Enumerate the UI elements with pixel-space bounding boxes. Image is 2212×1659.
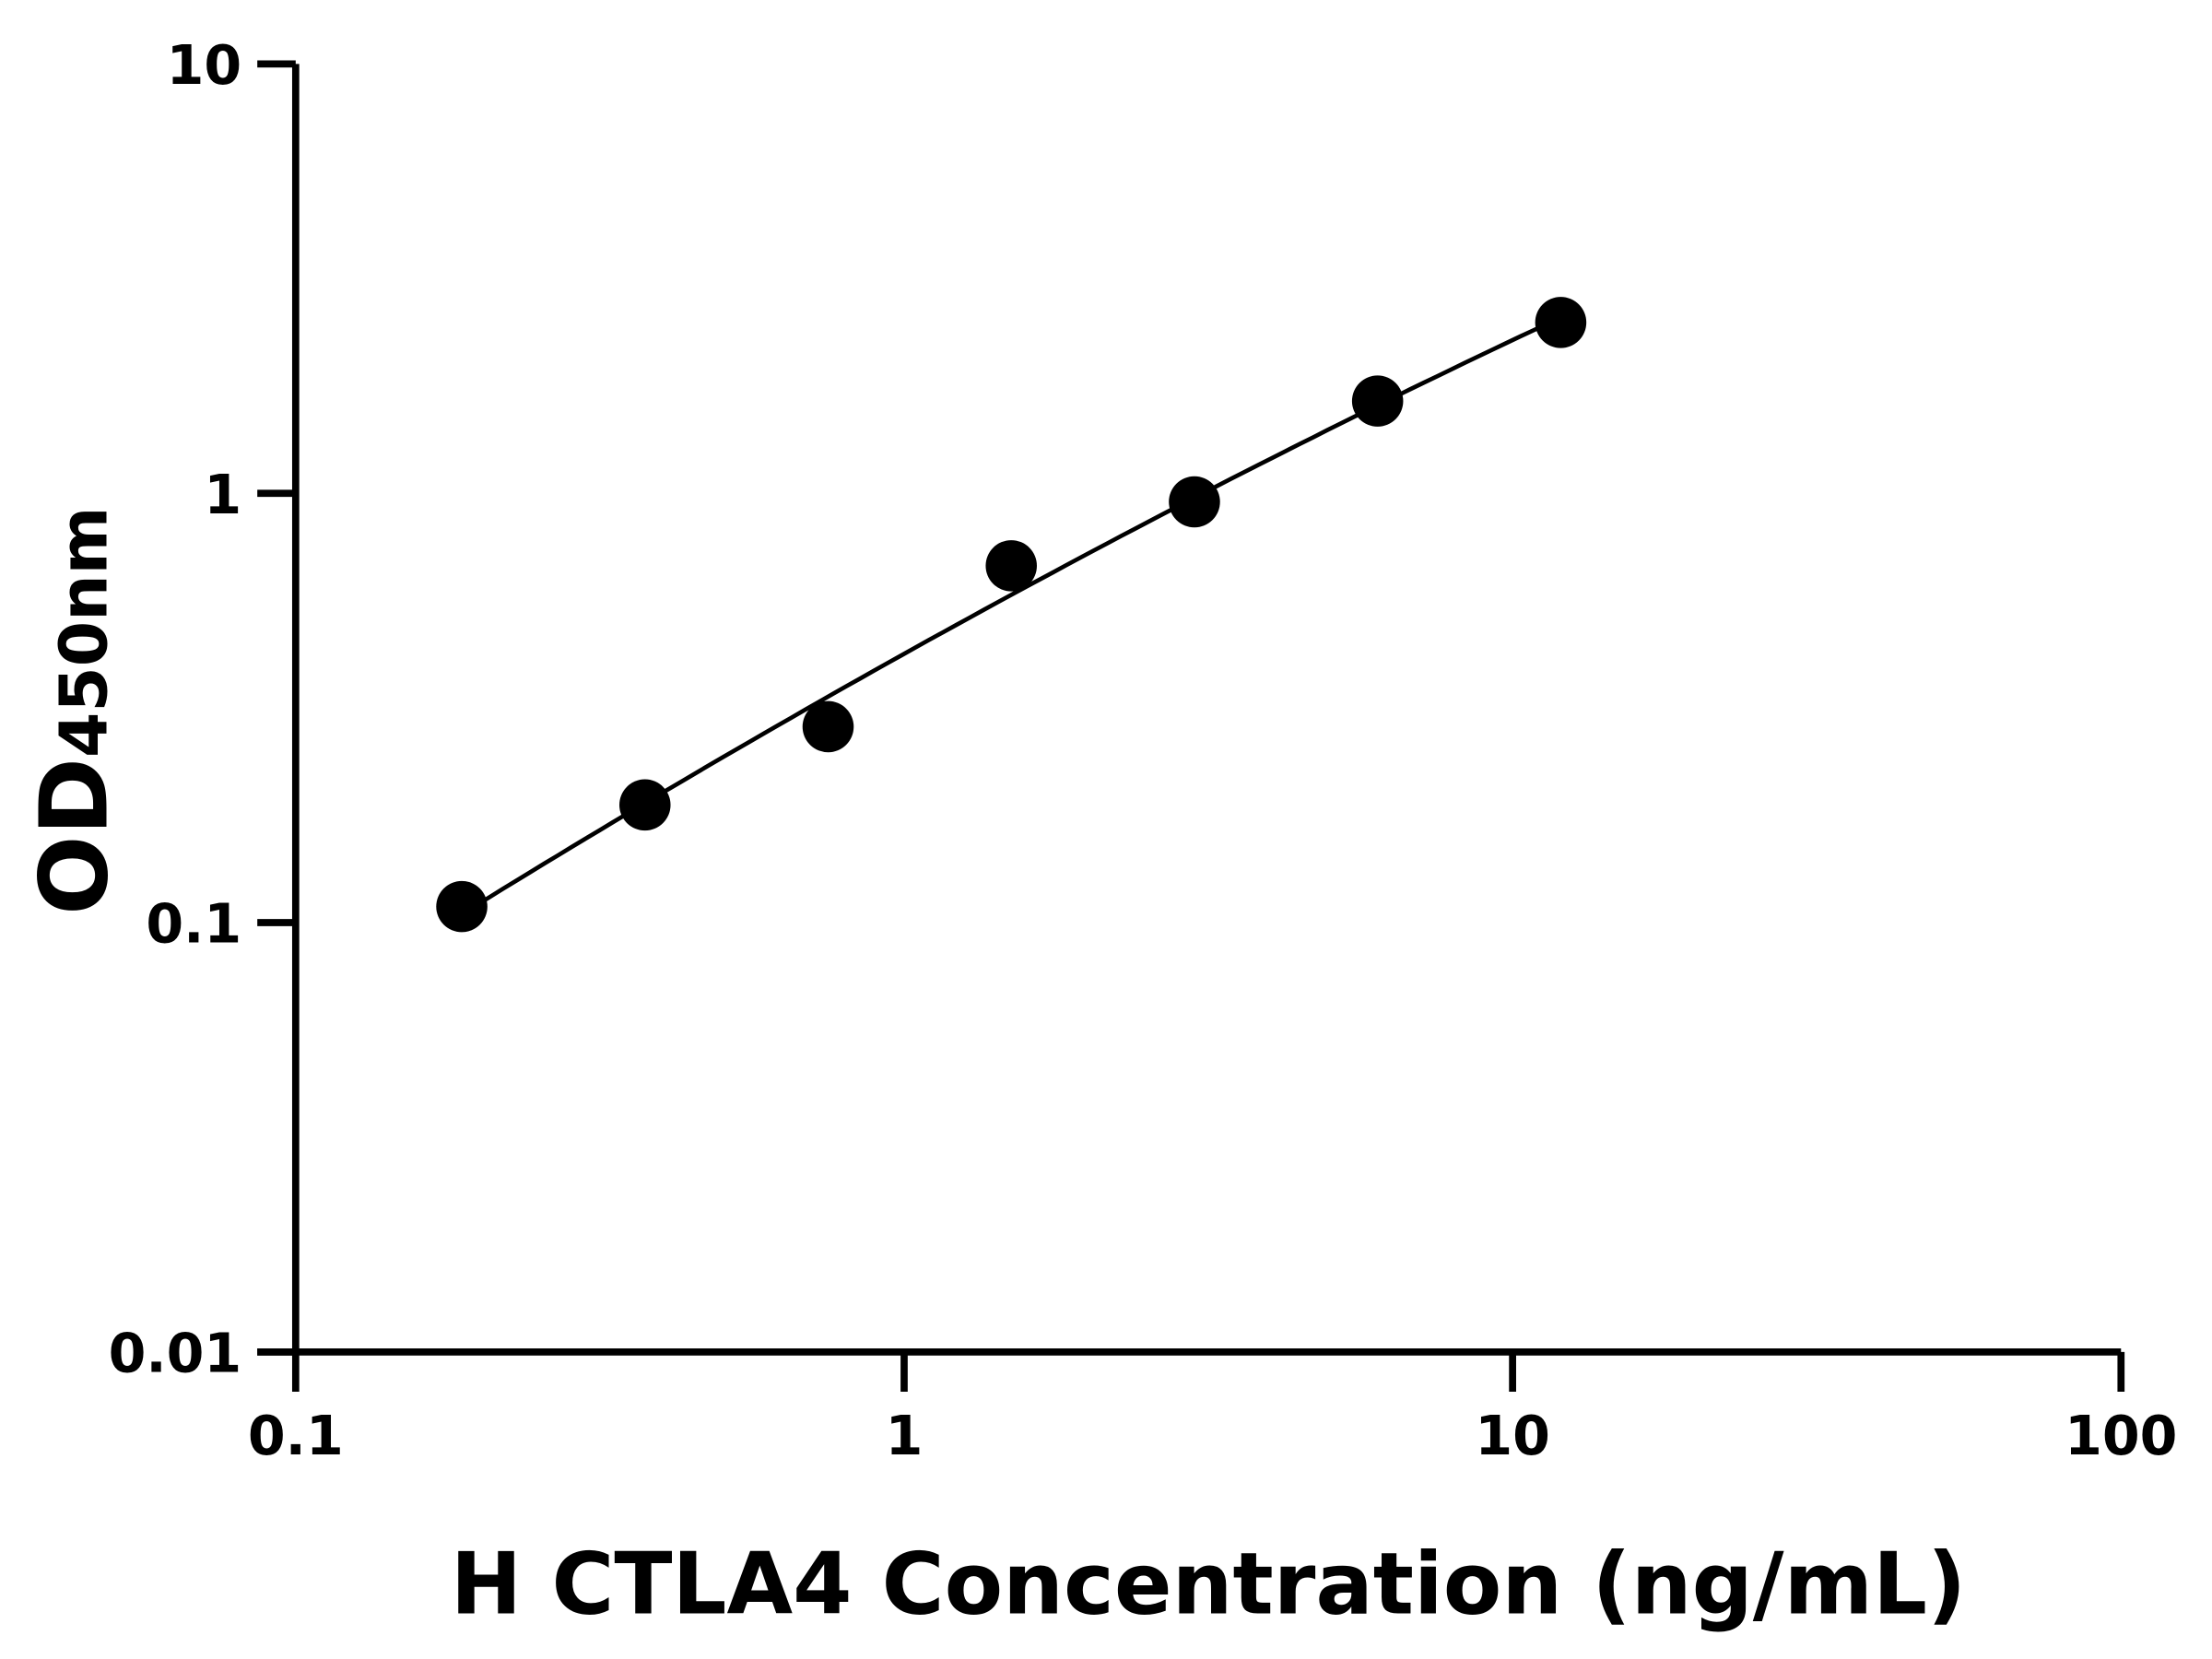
y-axis-label: OD450nm [21,506,130,915]
y-tick-label: 0.1 [146,893,241,956]
y-tick-label: 1 [204,464,241,526]
data-point [1169,476,1220,528]
data-points [436,297,1587,933]
data-point [436,880,488,933]
y-axis-label-main: OD [21,758,130,915]
data-point [985,540,1037,592]
x-tick-label: 10 [1475,1405,1550,1467]
data-point [619,779,671,831]
x-tick-label: 1 [886,1405,924,1467]
data-point [1351,375,1404,427]
y-axis-label-sub: 450nm [46,506,123,757]
axes [257,64,2122,1356]
x-tick-label: 0.1 [248,1405,344,1467]
x-axis-label: H CTLA4 Concentration (ng/mL) [451,1535,1966,1634]
y-tick-label: 10 [167,34,242,97]
data-point [1535,297,1587,348]
data-point [802,700,854,753]
x-tick-label: 100 [2065,1405,2177,1467]
y-tick-label: 0.01 [109,1322,242,1384]
